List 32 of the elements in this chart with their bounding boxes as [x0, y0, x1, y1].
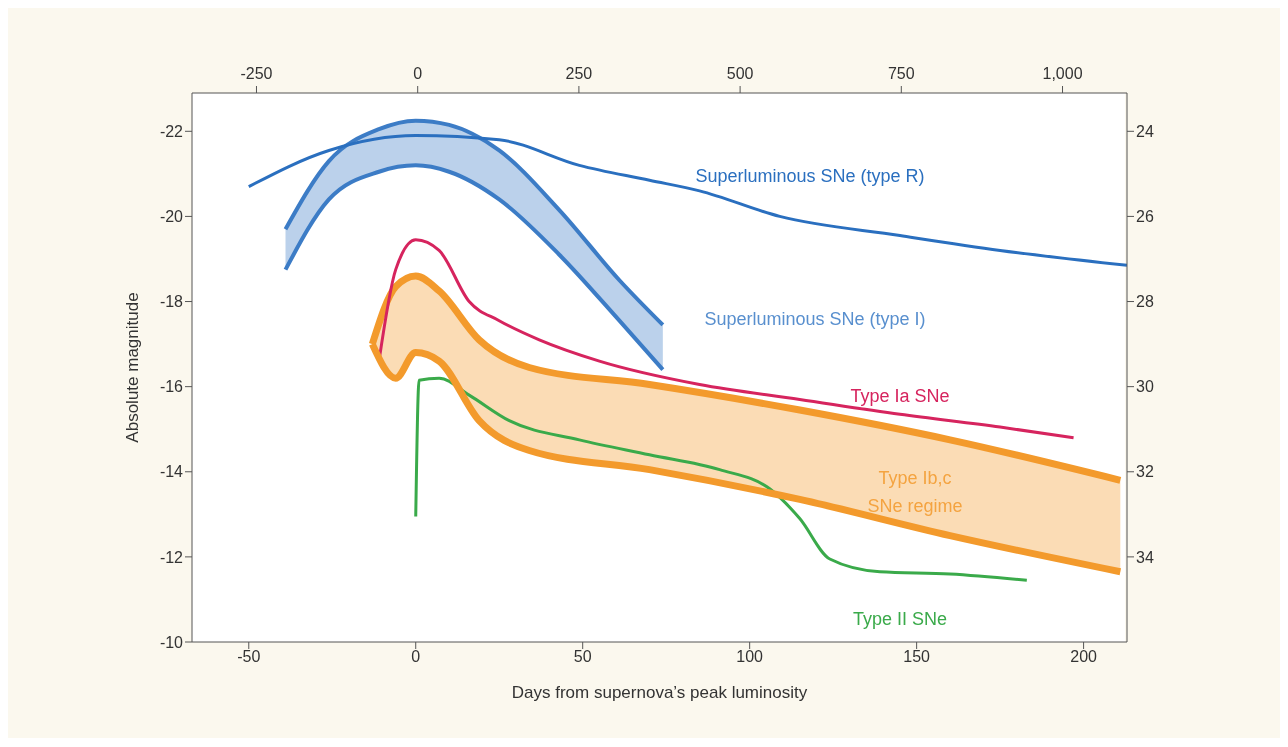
y-tick-label: -20	[159, 208, 184, 226]
series-label: Superluminous SNe (type R)	[695, 165, 925, 188]
x-tick-label: -50	[237, 648, 261, 666]
y2-tick-label: 24	[1136, 122, 1154, 140]
y2-tick-label: 34	[1136, 548, 1154, 566]
y-tick-label: -12	[159, 548, 184, 566]
y2-tick-label: 28	[1136, 293, 1154, 311]
text: Superluminous SNe (type I)	[704, 308, 926, 331]
x-tick-label: 50	[573, 648, 592, 666]
y-tick-label: -18	[159, 293, 184, 311]
y-tick-label: -10	[159, 633, 184, 651]
x-tick-label: 0	[411, 648, 421, 666]
y2-tick-label: 26	[1136, 208, 1154, 226]
series-label: Type Ia SNe	[850, 385, 950, 408]
x2-tick-label: 0	[413, 65, 423, 82]
y-tick-label: -22	[159, 122, 184, 140]
x2-tick-label: 750	[887, 65, 915, 82]
y-axis-title: Absolute magnitude	[123, 292, 143, 443]
y-tick-label: -14	[159, 463, 184, 481]
series-label: Type Ib,c SNe regime	[867, 467, 963, 518]
x2-tick-label: 1,000	[1042, 65, 1083, 82]
y2-tick-label: 30	[1136, 378, 1154, 396]
x-tick-label: 100	[736, 648, 764, 666]
y2-tick-label: 32	[1136, 463, 1154, 481]
x2-tick-label: -250	[240, 65, 273, 82]
x-axis-title: Days from supernova’s peak luminosity	[511, 683, 808, 702]
series-label: Type II SNe	[852, 608, 948, 631]
x-tick-label: 200	[1070, 648, 1098, 666]
x-tick-label: 150	[903, 648, 931, 666]
x2-tick-label: 500	[726, 65, 754, 82]
y-tick-label: -16	[159, 378, 184, 396]
x2-tick-label: 250	[565, 65, 593, 82]
